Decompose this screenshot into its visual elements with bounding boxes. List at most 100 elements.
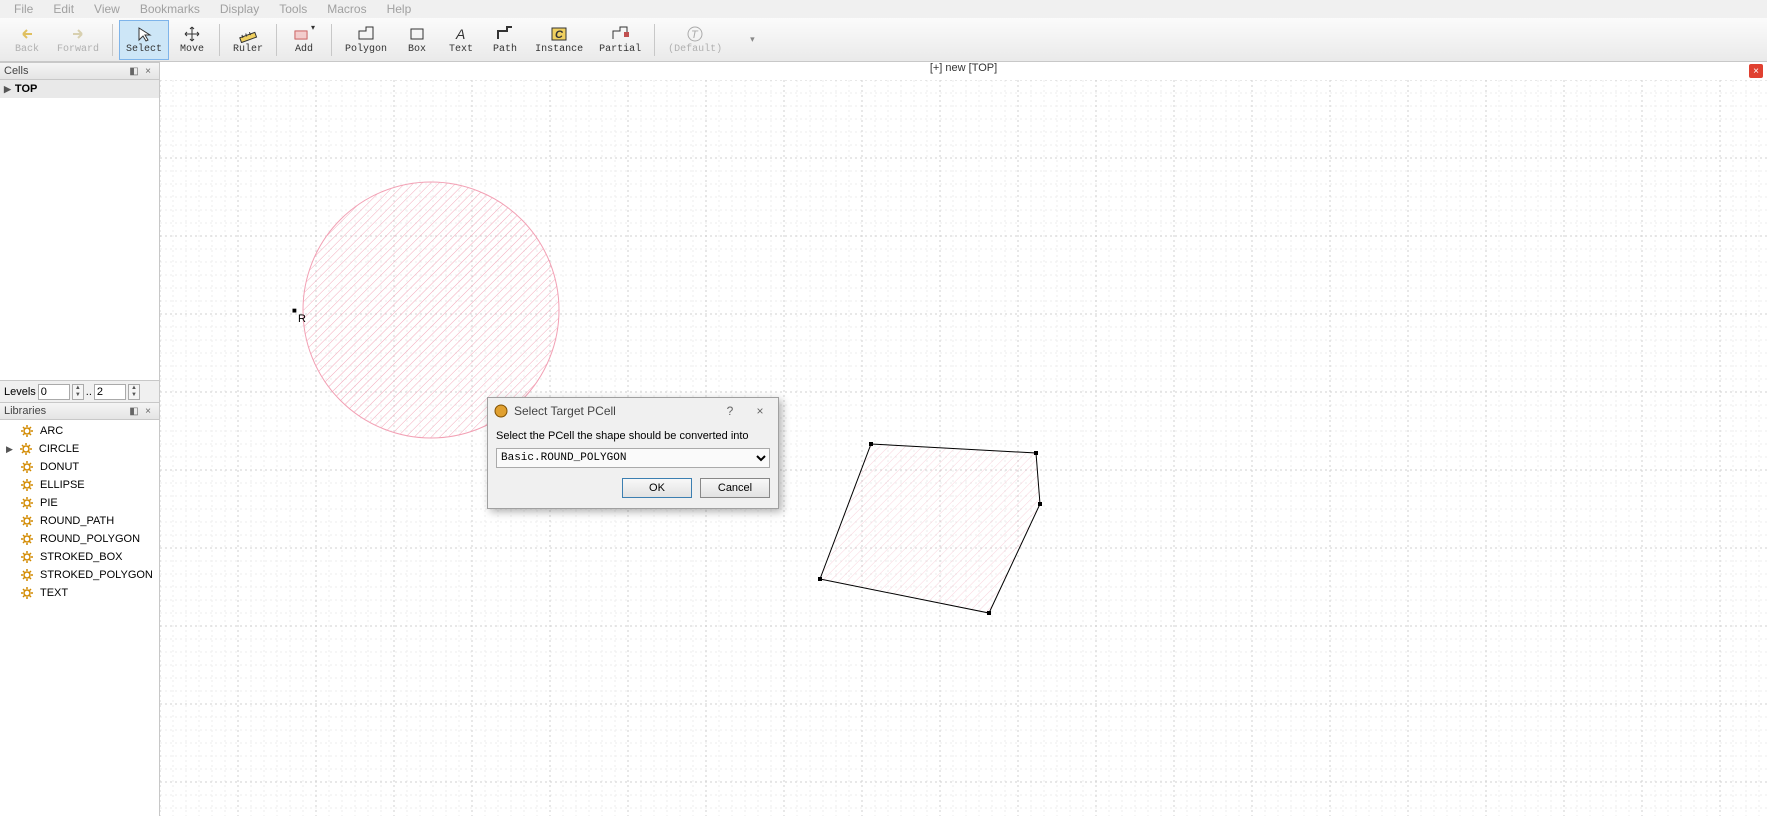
library-item[interactable]: DONUT <box>0 458 159 476</box>
dialog-help-button[interactable]: ? <box>718 401 742 421</box>
path-icon <box>495 24 515 44</box>
libraries-close-button[interactable]: × <box>141 404 155 418</box>
library-item-label: STROKED_POLYGON <box>40 569 153 581</box>
menu-macros[interactable]: Macros <box>317 0 376 18</box>
levels-bar: Levels ▲▼ .. ▲▼ <box>0 380 159 402</box>
cells-tree[interactable]: ▶ TOP <box>0 80 159 380</box>
forward-button[interactable]: Forward <box>50 20 106 60</box>
instance-icon: C <box>549 24 569 44</box>
gear-icon <box>20 568 34 582</box>
library-item[interactable]: STROKED_POLYGON <box>0 566 159 584</box>
cells-item-label: TOP <box>15 83 37 95</box>
library-item-label: TEXT <box>40 587 68 599</box>
text-button[interactable]: A Text <box>440 20 482 60</box>
partial-button[interactable]: Partial <box>592 20 648 60</box>
expand-icon[interactable]: ▶ <box>6 444 13 455</box>
library-item[interactable]: ROUND_POLYGON <box>0 530 159 548</box>
library-item-label: PIE <box>40 497 58 509</box>
library-item-label: ARC <box>40 425 63 437</box>
gear-icon <box>20 586 34 600</box>
select-button[interactable]: Select <box>119 20 169 60</box>
cells-panel-title: Cells <box>4 65 28 77</box>
move-icon <box>183 24 201 44</box>
library-item[interactable]: ROUND_PATH <box>0 512 159 530</box>
levels-sep: .. <box>86 386 92 398</box>
gear-icon <box>20 478 34 492</box>
dialog-app-icon <box>494 404 508 418</box>
expand-icon[interactable]: ▶ <box>4 84 11 95</box>
box-icon <box>408 24 426 44</box>
toolbar-dropdown[interactable]: ▾ <box>743 20 762 60</box>
libraries-tree[interactable]: ARC ▶CIRCLE DONUT ELLIPSE PIE ROUND_PATH ROUND… <box>0 420 159 816</box>
gear-icon <box>20 514 34 528</box>
move-button[interactable]: Move <box>171 20 213 60</box>
library-item[interactable]: STROKED_BOX <box>0 548 159 566</box>
layout-canvas-wrap: [+] new [TOP] × ■R <box>160 62 1767 816</box>
library-item-label: ROUND_POLYGON <box>40 533 140 545</box>
library-item-label: ELLIPSE <box>40 479 85 491</box>
text-icon: A <box>452 24 470 44</box>
cursor-icon <box>135 24 153 44</box>
layout-canvas[interactable] <box>160 80 1767 816</box>
library-item-label: DONUT <box>40 461 79 473</box>
cells-item-top[interactable]: ▶ TOP <box>0 80 159 98</box>
levels-to-input[interactable] <box>94 384 126 400</box>
instance-button[interactable]: C Instance <box>528 20 590 60</box>
ruler-icon <box>238 24 258 44</box>
menu-edit[interactable]: Edit <box>43 0 84 18</box>
back-button[interactable]: Back <box>6 20 48 60</box>
library-item-label: STROKED_BOX <box>40 551 123 563</box>
add-icon: ▾ <box>293 24 315 44</box>
gear-icon <box>20 496 34 510</box>
levels-from-spinner[interactable]: ▲▼ <box>72 384 84 400</box>
libraries-panel-title: Libraries <box>4 405 46 417</box>
menu-file[interactable]: File <box>4 0 43 18</box>
cells-panel-header: Cells ◧ × <box>0 62 159 80</box>
menu-tools[interactable]: Tools <box>269 0 317 18</box>
box-button[interactable]: Box <box>396 20 438 60</box>
library-item-label: ROUND_PATH <box>40 515 114 527</box>
libraries-panel-header: Libraries ◧ × <box>0 402 159 420</box>
partial-icon <box>610 24 630 44</box>
levels-to-spinner[interactable]: ▲▼ <box>128 384 140 400</box>
dialog-title: Select Target PCell <box>514 404 616 418</box>
svg-text:A: A <box>455 26 465 42</box>
levels-from-input[interactable] <box>38 384 70 400</box>
library-item[interactable]: TEXT <box>0 584 159 602</box>
svg-text:T: T <box>691 29 699 41</box>
levels-label: Levels <box>4 386 36 398</box>
gear-icon <box>20 460 34 474</box>
ruler-button[interactable]: Ruler <box>226 20 270 60</box>
back-arrow-icon <box>18 24 36 44</box>
pcell-select[interactable]: Basic.ROUND_POLYGON <box>496 448 770 468</box>
cancel-button[interactable]: Cancel <box>700 478 770 498</box>
dialog-message: Select the PCell the shape should be con… <box>496 430 770 442</box>
menu-bookmarks[interactable]: Bookmarks <box>130 0 210 18</box>
path-button[interactable]: Path <box>484 20 526 60</box>
cells-undock-button[interactable]: ◧ <box>127 64 141 78</box>
library-item[interactable]: ▶CIRCLE <box>0 440 159 458</box>
menu-help[interactable]: Help <box>377 0 422 18</box>
default-t-icon: T <box>686 24 704 44</box>
menu-view[interactable]: View <box>84 0 130 18</box>
svg-text:▾: ▾ <box>311 25 315 32</box>
canvas-close-button[interactable]: × <box>1749 64 1763 78</box>
menu-display[interactable]: Display <box>210 0 269 18</box>
gear-icon <box>20 424 34 438</box>
ok-button[interactable]: OK <box>622 478 692 498</box>
library-item[interactable]: ELLIPSE <box>0 476 159 494</box>
default-button[interactable]: T (Default) <box>661 20 729 60</box>
cells-close-button[interactable]: × <box>141 64 155 78</box>
left-sidebar: Cells ◧ × ▶ TOP Levels ▲▼ .. ▲▼ Librarie… <box>0 62 160 816</box>
canvas-tab: [+] new [TOP] × <box>160 62 1767 80</box>
polygon-button[interactable]: Polygon <box>338 20 394 60</box>
library-item[interactable]: ARC <box>0 422 159 440</box>
svg-text:C: C <box>555 29 564 41</box>
polygon-icon <box>356 24 376 44</box>
gear-icon <box>20 532 34 546</box>
dialog-close-button[interactable]: × <box>748 401 772 421</box>
library-item[interactable]: PIE <box>0 494 159 512</box>
libraries-undock-button[interactable]: ◧ <box>127 404 141 418</box>
dialog-titlebar[interactable]: Select Target PCell ? × <box>488 398 778 424</box>
add-button[interactable]: ▾ Add <box>283 20 325 60</box>
